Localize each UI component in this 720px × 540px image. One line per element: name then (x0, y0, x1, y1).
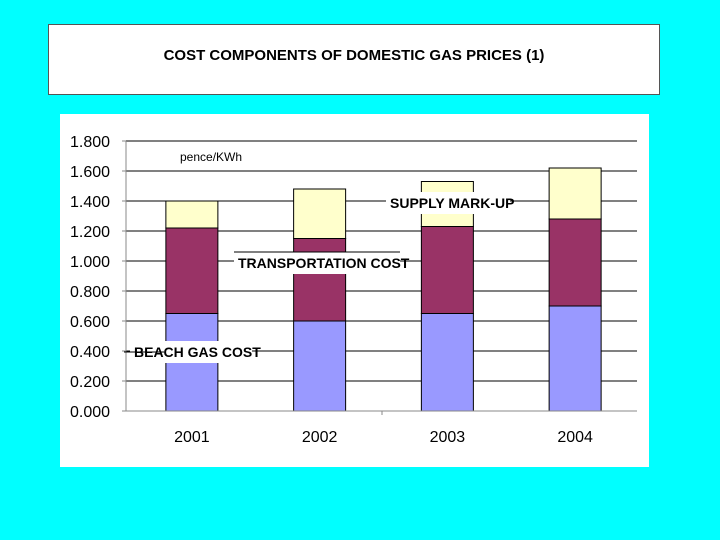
y-tick-label: 0.400 (70, 344, 110, 361)
bar-segment (420, 226, 474, 314)
y-tick-label: 0.000 (70, 404, 110, 421)
x-category-label: 2001 (174, 429, 210, 446)
y-tick-label: 1.200 (70, 224, 110, 241)
bar-segment (548, 167, 602, 220)
x-category-labels: 2001 2002 2003 2004 (174, 429, 593, 446)
y-tick-label: 1.800 (70, 134, 110, 151)
bar-segment (293, 320, 347, 412)
x-category-label: 2003 (430, 429, 466, 446)
y-tick-label: 1.000 (70, 254, 110, 271)
x-category-label: 2002 (302, 429, 338, 446)
bar-segment (548, 305, 602, 412)
bar-segment (420, 313, 474, 412)
y-tick-labels: 0.000 0.200 0.400 0.600 0.800 1.000 1.200 1.400… (70, 134, 110, 421)
bar-segment (293, 188, 347, 239)
chart-panel: 0.000 0.200 0.400 0.600 0.800 1.000 1.200 1.400… (60, 114, 649, 467)
axes (122, 140, 637, 415)
unit-label: pence/KWh (180, 150, 242, 164)
bar-segment (548, 218, 602, 307)
chart-title: COST COMPONENTS OF DOMESTIC GAS PRICES (… (163, 47, 545, 64)
annotation-label: BEACH GAS COST (134, 344, 261, 360)
bar-segment (293, 238, 347, 322)
annotations: SUPPLY MARK-UP TRANSPORTATION COST BEACH G… (124, 192, 514, 363)
annotation-label: TRANSPORTATION COST (238, 255, 410, 271)
y-tick-label: 0.200 (70, 374, 110, 391)
annotation-box (234, 252, 400, 274)
y-tick-label: 0.800 (70, 284, 110, 301)
title-box: COST COMPONENTS OF DOMESTIC GAS PRICES (… (48, 24, 660, 95)
annotation-label: SUPPLY MARK-UP (390, 195, 514, 211)
annotation-box (130, 341, 252, 363)
y-tick-label: 1.400 (70, 194, 110, 211)
stacked-bar-chart: 0.000 0.200 0.400 0.600 0.800 1.000 1.200 1.400… (70, 134, 637, 446)
annotation-box (386, 192, 510, 214)
y-tick-label: 0.600 (70, 314, 110, 331)
bar-segment (165, 227, 219, 314)
bars (165, 167, 602, 412)
bar-segment (165, 200, 219, 229)
x-category-label: 2004 (557, 429, 593, 446)
y-tick-label: 1.600 (70, 164, 110, 181)
